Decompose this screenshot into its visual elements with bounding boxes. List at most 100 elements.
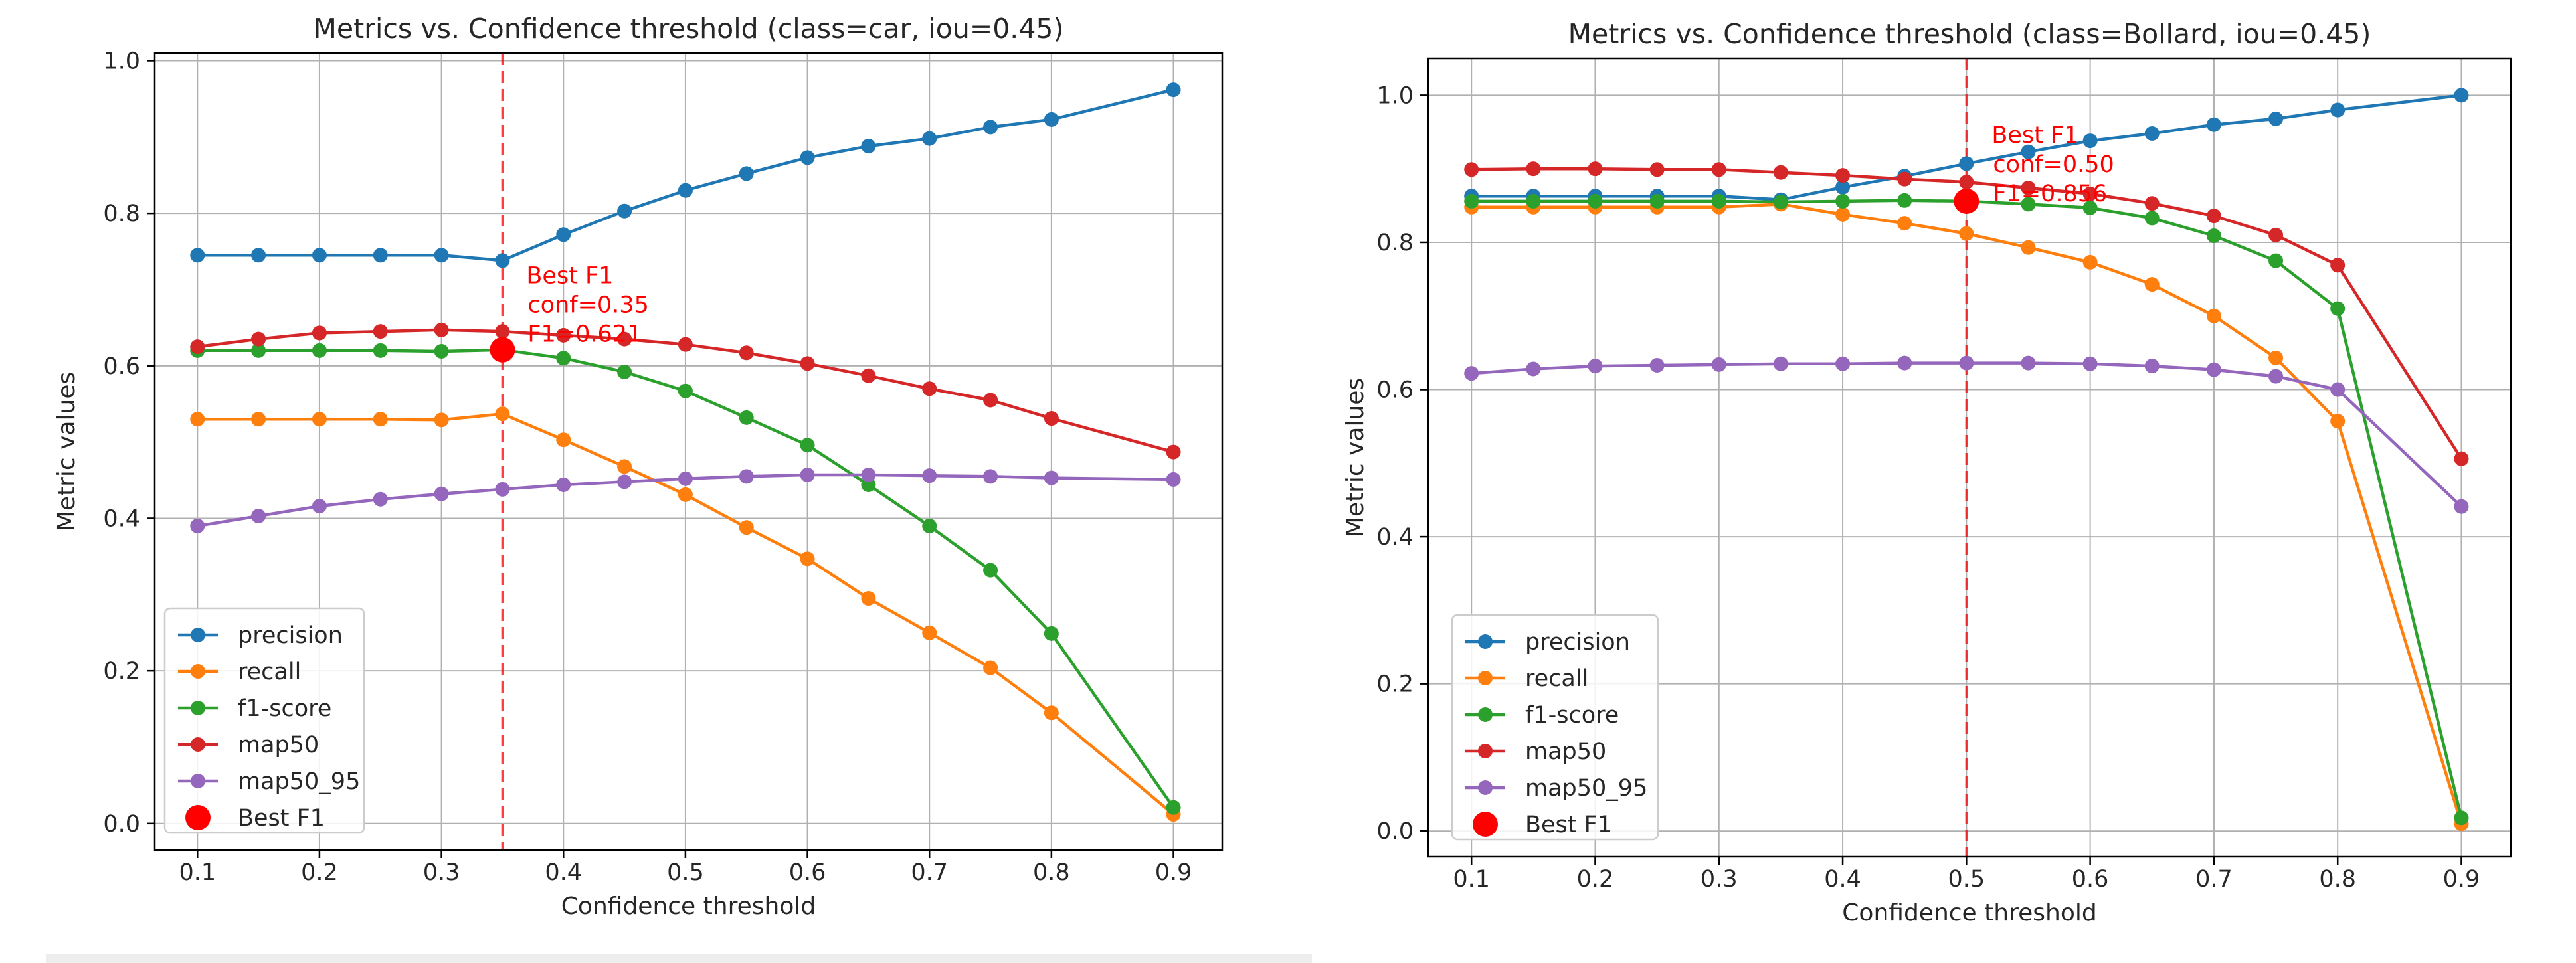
x-tick-label: 0.7	[2195, 866, 2233, 893]
data-point-map50	[1835, 168, 1851, 183]
data-point-map50	[373, 324, 388, 339]
series-line-map50_95	[197, 473, 1174, 528]
best-f1-point	[1954, 188, 1979, 214]
data-point-map50	[1773, 165, 1788, 180]
data-point-f1-score	[434, 343, 449, 359]
data-point-precision	[1166, 82, 1181, 98]
legend-label-recall: recall	[1525, 665, 1588, 692]
data-point-precision	[2268, 111, 2284, 126]
data-point-precision	[373, 248, 388, 263]
data-point-map50	[312, 325, 327, 341]
x-axis-label: Confidence threshold	[1842, 899, 2096, 926]
data-point-map50_95	[1588, 359, 1603, 374]
data-point-map50_95	[2330, 382, 2346, 397]
data-point-map50	[1711, 162, 1726, 177]
x-tick-label: 0.1	[1453, 866, 1490, 893]
data-point-precision	[678, 183, 693, 198]
data-point-f1-score	[1044, 626, 1059, 641]
legend-label-precision: precision	[1525, 629, 1630, 656]
x-tick-label: 0.3	[423, 859, 460, 886]
data-point-recall	[312, 412, 327, 427]
data-point-map50	[495, 324, 510, 339]
data-point-precision	[983, 120, 998, 135]
x-tick-label: 0.1	[179, 859, 216, 886]
data-point-recall	[983, 660, 998, 675]
data-point-map50_95	[739, 469, 754, 484]
legend-label-precision: precision	[238, 622, 343, 649]
data-point-map50	[861, 368, 876, 383]
data-point-f1-score	[373, 343, 388, 358]
data-point-map50_95	[861, 468, 876, 483]
legend-label-map50_95: map50_95	[238, 768, 360, 795]
legend: precision recall f1-score map50 map50_95 Best…	[163, 607, 365, 834]
data-point-precision	[922, 131, 937, 146]
x-tick-label: 0.5	[667, 859, 704, 886]
data-point-recall	[373, 412, 388, 427]
data-point-recall	[2082, 254, 2098, 270]
data-point-map50_95	[373, 491, 388, 507]
data-point-map50_95	[2454, 499, 2469, 514]
legend-marker-map50	[1478, 744, 1493, 758]
data-point-map50_95	[800, 468, 815, 483]
data-point-map50_95	[2268, 369, 2284, 384]
data-point-f1-score	[617, 365, 632, 379]
legend-marker-map50	[191, 737, 205, 752]
data-point-recall	[800, 551, 815, 567]
data-point-map50_95	[2144, 359, 2160, 374]
x-tick-label: 0.2	[301, 859, 338, 886]
data-point-map50_95	[2021, 355, 2036, 371]
y-tick-label: 0.0	[103, 811, 140, 837]
x-tick-label: 0.6	[789, 859, 826, 886]
legend-marker-recall	[191, 664, 205, 679]
best-f1-point	[490, 337, 515, 363]
y-tick-label: 0.2	[1376, 671, 1414, 698]
data-point-precision	[1835, 179, 1851, 195]
data-point-f1-score	[1166, 800, 1181, 815]
legend: precision recall f1-score map50 map50_95 Best…	[1451, 614, 1659, 841]
y-tick-label: 0.4	[1376, 524, 1414, 551]
data-point-f1-score	[678, 383, 693, 398]
data-point-map50	[434, 322, 449, 337]
data-point-precision	[2082, 133, 2098, 149]
data-point-recall	[190, 412, 205, 427]
data-point-map50	[678, 337, 693, 352]
data-point-map50_95	[251, 509, 266, 524]
data-point-precision	[861, 139, 876, 154]
data-point-precision	[2330, 102, 2346, 118]
data-point-precision	[2454, 88, 2469, 103]
data-point-precision	[434, 248, 449, 263]
data-point-map50	[1166, 444, 1181, 460]
y-tick-label: 0.0	[1376, 818, 1414, 845]
legend-label-map50: map50	[238, 732, 319, 758]
data-point-f1-score	[2454, 810, 2469, 826]
data-point-precision	[739, 166, 754, 181]
data-point-recall	[1959, 226, 1974, 241]
data-point-map50	[800, 356, 815, 371]
data-point-precision	[2206, 117, 2221, 132]
best-f1-annotation: conf=0.50	[1993, 151, 2114, 178]
data-point-map50_95	[1044, 470, 1059, 485]
best-f1-annotation: conf=0.35	[527, 292, 648, 319]
y-tick-label: 1.0	[103, 48, 140, 74]
data-point-f1-score	[251, 343, 266, 358]
y-tick-label: 0.6	[1376, 377, 1414, 404]
legend-label-f1-score: f1-score	[238, 695, 331, 722]
legend-label-best-f1: Best F1	[1525, 812, 1612, 838]
data-point-map50	[2082, 186, 2098, 201]
best-f1-annotation: F1=0.856	[1993, 181, 2107, 207]
best-f1-annotation: Best F1	[526, 263, 613, 290]
x-tick-label: 0.6	[2072, 866, 2109, 893]
data-point-recall	[1897, 216, 1912, 231]
data-point-f1-score	[2144, 211, 2160, 226]
plot-frame	[153, 52, 1224, 851]
data-point-map50	[1044, 411, 1059, 426]
data-point-map50_95	[190, 518, 205, 533]
data-point-map50_95	[2206, 362, 2221, 377]
data-point-recall	[2268, 350, 2284, 365]
legend-marker-precision	[191, 628, 205, 642]
chart-title: Metrics vs. Confidence threshold (class=…	[313, 13, 1063, 44]
y-tick-label: 1.0	[1376, 82, 1414, 109]
x-tick-label: 0.9	[1155, 859, 1192, 886]
legend-label-map50_95: map50_95	[1525, 775, 1647, 802]
